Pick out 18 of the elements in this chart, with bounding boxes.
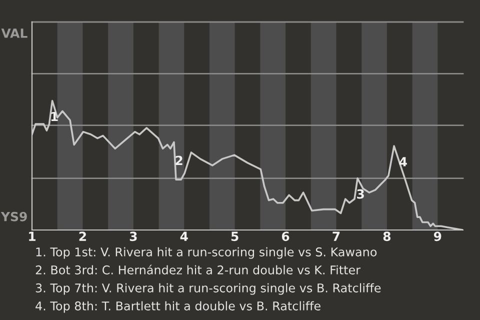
x-tick-label: 2 <box>79 232 86 241</box>
text: 1. Top 1st: V. Rivera hit a run-scoring single vs S. Kawano <box>36 247 377 259</box>
x-tick-label: 7 <box>332 232 340 241</box>
x-tick-label: 6 <box>282 232 290 242</box>
text: 2. Bot 3rd: C. Hernández hit a 2-run double vs K. Fitter <box>36 264 361 274</box>
text: 4. Top 8th: T. Bartlett hit a double vs B. Ratcliffe <box>36 301 320 313</box>
annotation: 1 <box>51 112 58 122</box>
annotation: 3 <box>357 189 364 199</box>
text: 3. Top 7th: V. Rivera hit a run-scoring single vs B. Ratcliffe <box>36 283 381 295</box>
x-tick-label: 8 <box>383 232 391 242</box>
text: YS9 <box>0 212 27 222</box>
x-tick-label: 5 <box>231 232 238 242</box>
text: VAL <box>1 28 28 38</box>
x-tick-label: 9 <box>434 232 442 242</box>
annotation: 2 <box>176 156 182 165</box>
x-tick-label: 3 <box>130 232 137 242</box>
x-tick-label: 4 <box>180 232 188 241</box>
x-tick-label: 1 <box>29 232 36 241</box>
